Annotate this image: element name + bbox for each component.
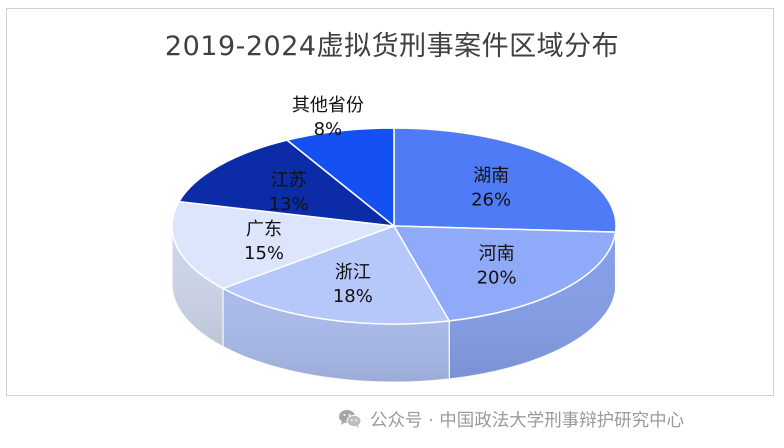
pie-slice-3 [221,225,451,325]
pie-top-slices [171,127,617,325]
pie-wall-shade-2-1 [449,232,616,379]
slice-label-3: 浙江 [335,262,371,283]
pie-slice-5 [177,139,397,228]
slice-value-3: 18% [333,286,373,307]
pie-wall-shade-3-1 [222,288,450,382]
pie-slice-2 [392,225,617,322]
wechat-icon [339,410,362,428]
watermark-text: 公众号 · 中国政法大学刑事辩护研究中心 [370,410,685,431]
slice-value-4: 15% [244,243,284,264]
pie-slice-4 [171,200,395,290]
slice-label-5: 江苏 [271,170,307,191]
pie-slice-6 [285,127,395,228]
slice-value-5: 13% [269,194,309,215]
slice-value-2: 20% [477,267,517,288]
slice-label-6: 其他省份 [292,95,364,116]
pie-slice-1 [393,127,617,233]
slice-label-4: 广东 [246,219,282,240]
slice-label-1: 湖南 [473,166,509,187]
watermark: 公众号 · 中国政法大学刑事辩护研究中心 [338,406,684,432]
pie-labels: 湖南 26% 河南 20% 浙江 18% 广东 15% 江苏 13% 其他省份 8% [244,95,517,307]
pie-wall-shade-4-1 [172,226,223,347]
chart-title: 2019-2024虚拟货刑事案件区域分布 [164,31,620,62]
slice-value-6: 8% [314,119,343,140]
slice-value-1: 26% [471,190,511,211]
slice-label-2: 河南 [479,243,515,264]
